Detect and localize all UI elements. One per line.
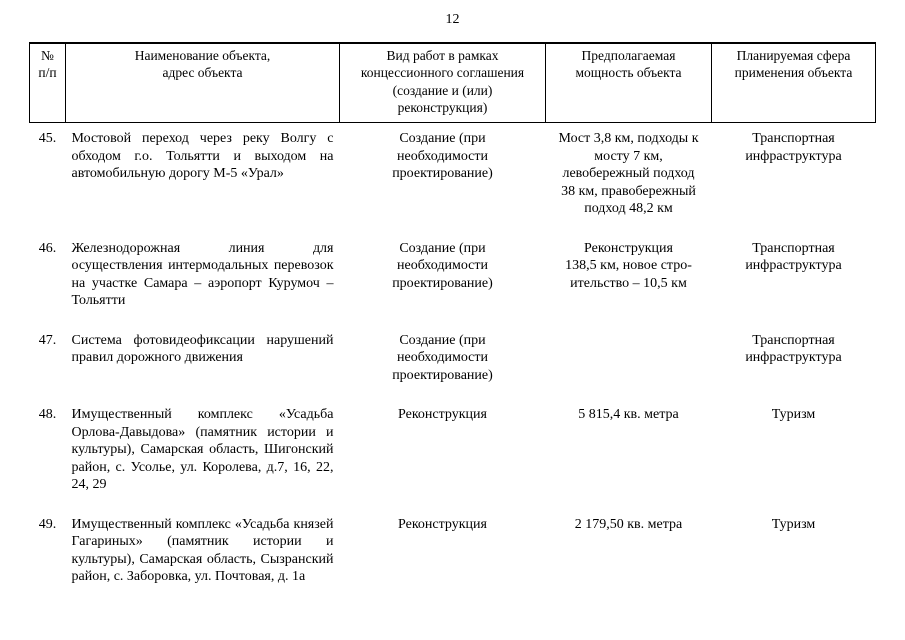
col-header-num: № п/п: [29, 42, 66, 124]
row-number: 47.: [38, 332, 57, 348]
work-type: Реконструкция: [398, 516, 487, 532]
table-row: 47. Система фотовидеофиксации нарушений …: [30, 325, 876, 400]
object-capacity: 2 179,50 кв. метра: [574, 516, 683, 532]
object-capacity: Реконструкция 138,5 км, новое стро- ител…: [565, 240, 692, 291]
object-name: Железнодорожная линия для осуществления …: [71, 240, 334, 309]
table-row: 46. Железнодорожная линия для осуществле…: [30, 233, 876, 325]
header-row: № п/п Наименование объекта, адрес объект…: [29, 42, 876, 124]
col-header-capacity: Предполагаемая мощность объекта: [545, 42, 712, 124]
application-sphere: Транспортная инфраструктура: [745, 131, 842, 164]
application-sphere: Транспортная инфраструктура: [745, 240, 842, 274]
work-type: Реконструкция: [398, 407, 487, 423]
table-row: 45. Мостовой переход через реку Волгу с …: [30, 123, 876, 233]
col-header-work: Вид работ в рамках концессионного соглаш…: [339, 42, 546, 124]
object-capacity: [546, 325, 712, 400]
table-row: 48. Имущественный комплекс «Усадьба Орло…: [30, 399, 876, 509]
table-row: 49. Имущественный комплекс «Усадьба княз…: [30, 509, 876, 601]
object-capacity: 5 815,4 кв. метра: [578, 407, 679, 423]
row-number: 48.: [38, 407, 57, 423]
row-number: 49.: [38, 516, 57, 532]
col-header-name: Наименование объекта, адрес объекта: [65, 42, 340, 124]
object-name: Имущественный комплекс «Усадьба Орлова-Д…: [71, 407, 334, 493]
col-header-sphere: Планируемая сфера применения объекта: [711, 42, 876, 124]
row-number: 46.: [38, 240, 57, 256]
work-type: Создание (при необходимости проектирован…: [392, 131, 493, 182]
work-type: Создание (при необходимости проектирован…: [392, 240, 493, 291]
object-name: Мостовой переход через реку Волгу с обхо…: [71, 131, 334, 182]
object-name: Имущественный комплекс «Усадьба князей Г…: [71, 516, 334, 585]
work-type: Создание (при необходимости проектирован…: [392, 332, 493, 383]
application-sphere: Туризм: [771, 516, 816, 532]
page-number: 12: [445, 12, 460, 27]
table-body: 45. Мостовой переход через реку Волгу с …: [30, 123, 876, 601]
application-sphere: Транспортная инфраструктура: [745, 332, 842, 366]
application-sphere: Туризм: [771, 407, 816, 423]
object-capacity: Мост 3,8 км, подходы к мосту 7 км, левоб…: [558, 131, 699, 217]
objects-table: № п/п Наименование объекта, адрес объект…: [29, 42, 876, 601]
object-name: Система фотовидеофиксации нарушений прав…: [71, 332, 334, 366]
table-header: № п/п Наименование объекта, адрес объект…: [29, 42, 876, 124]
row-number: 45.: [38, 131, 57, 147]
